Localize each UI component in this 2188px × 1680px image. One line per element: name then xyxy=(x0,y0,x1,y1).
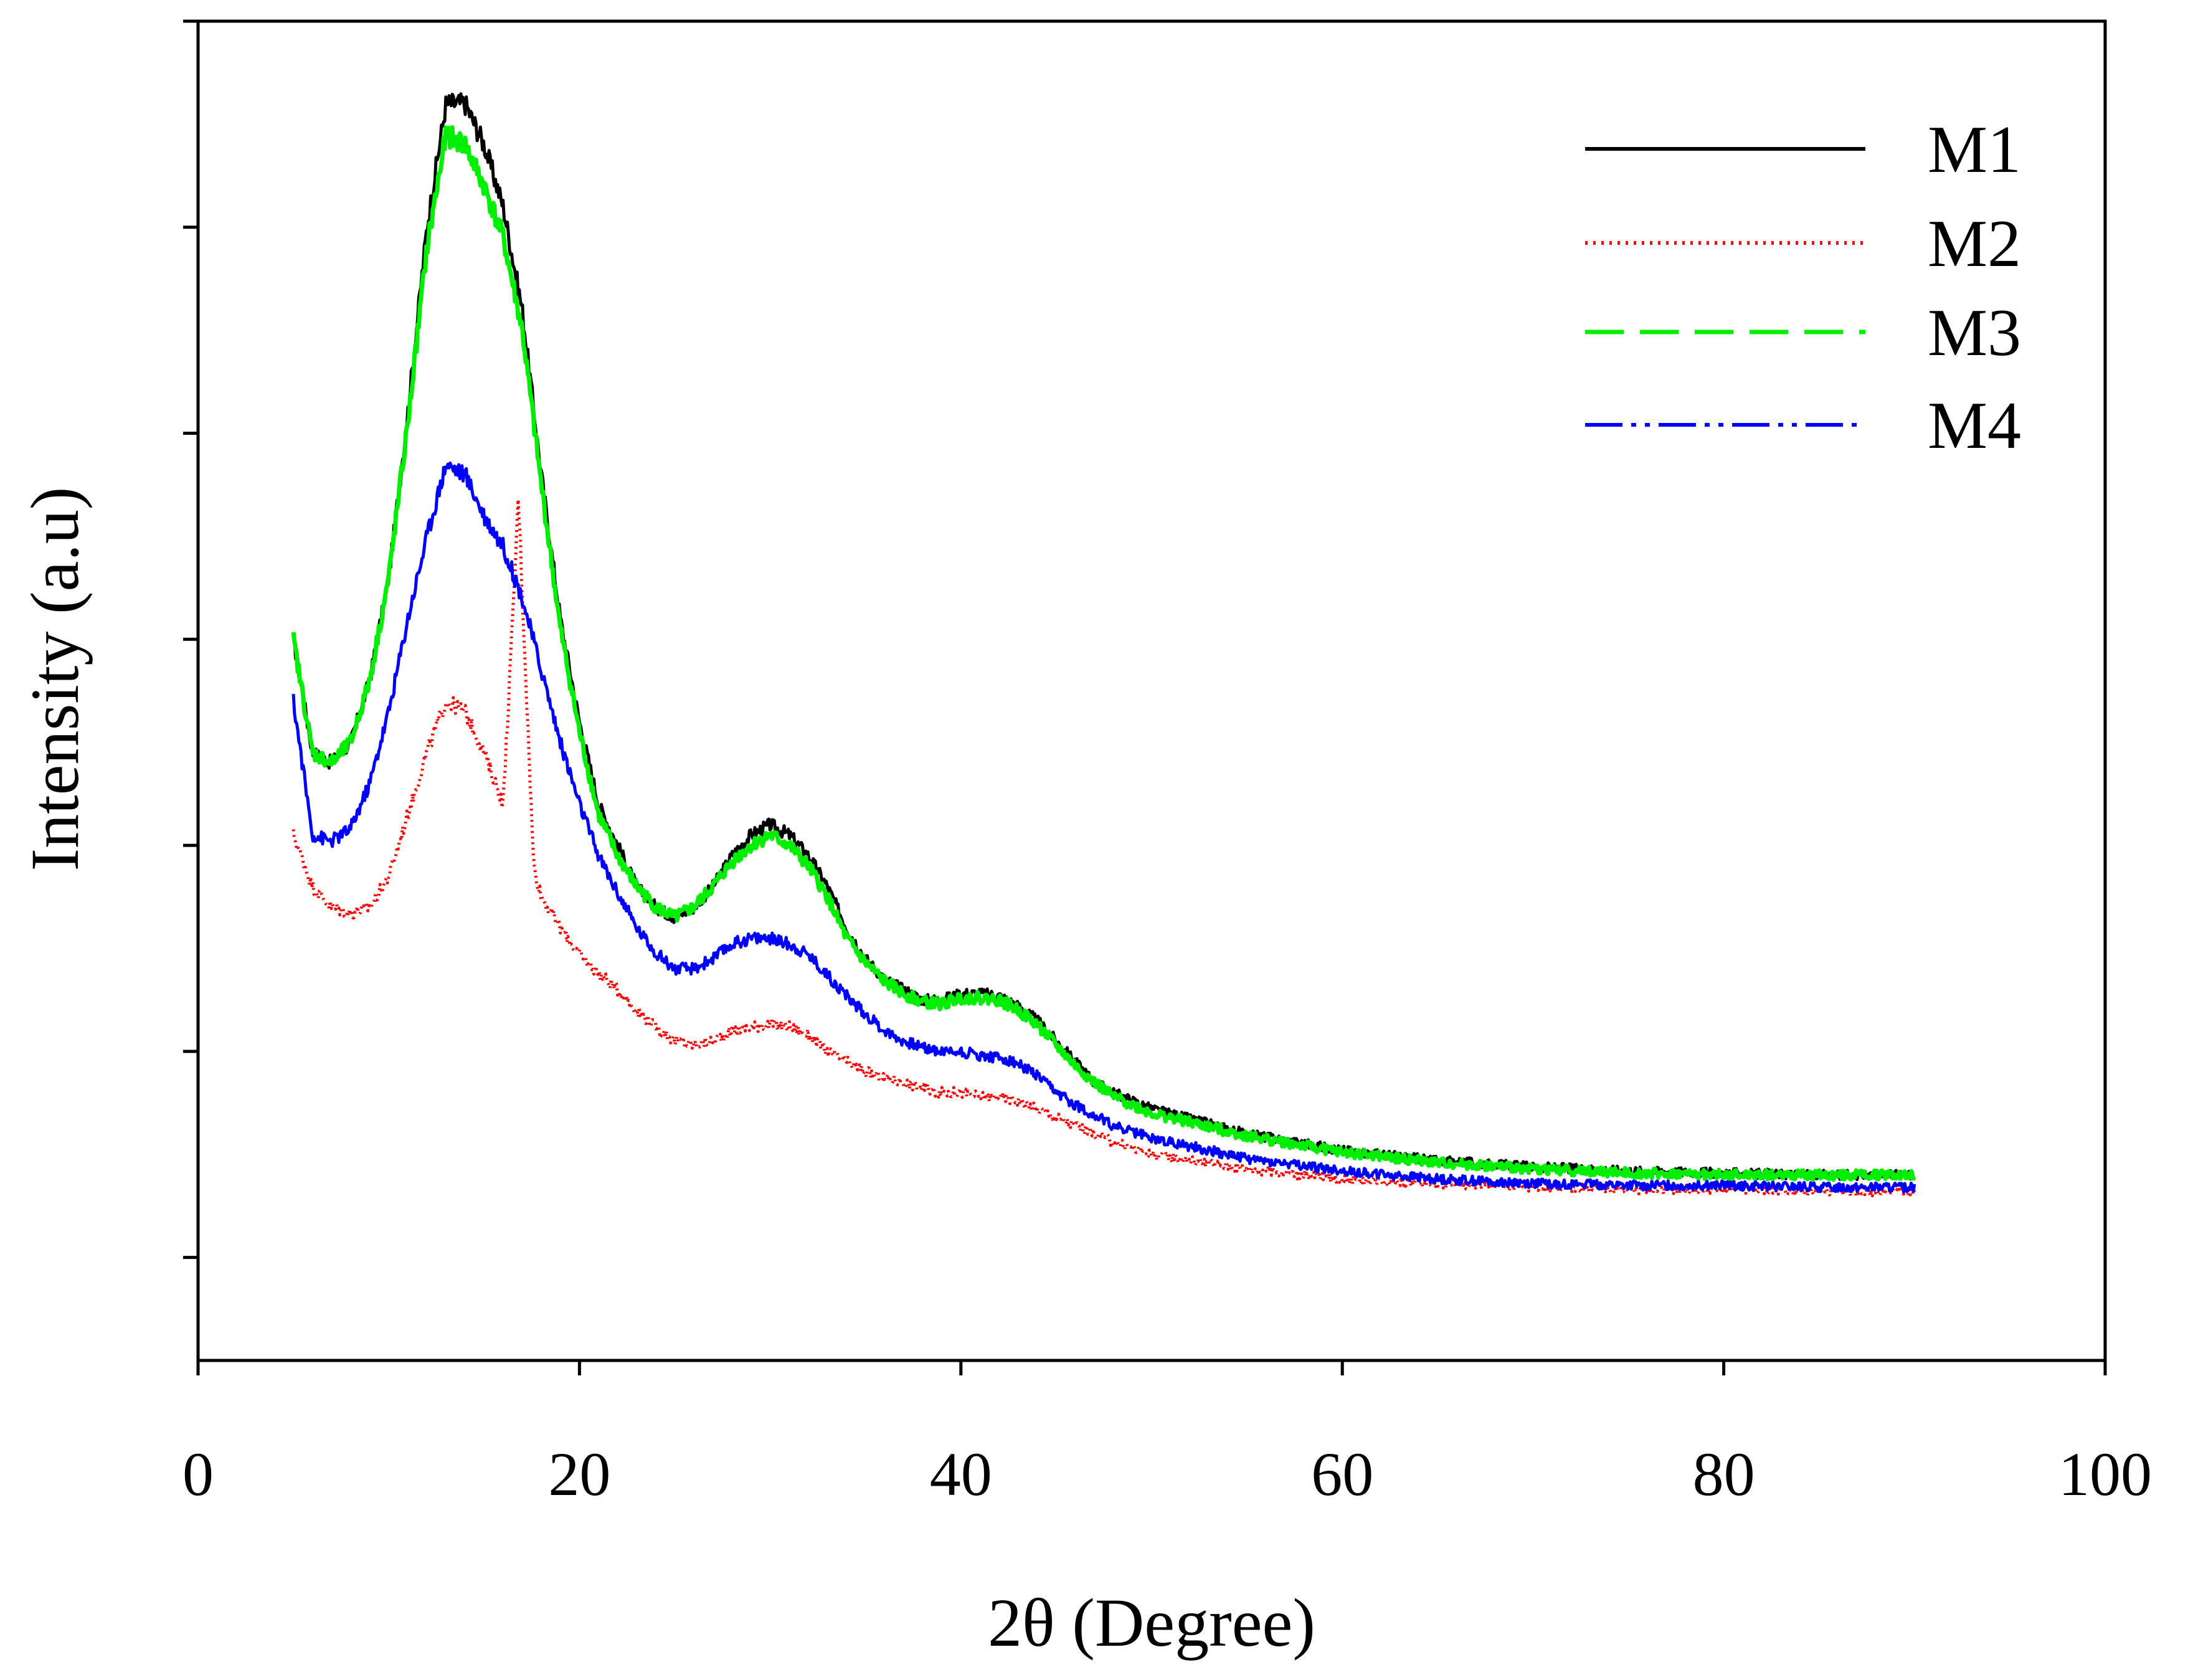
x-tick-label-0: 0 xyxy=(182,1440,214,1509)
x-tick-label-4: 80 xyxy=(1693,1440,1755,1509)
plot-frame xyxy=(196,19,2107,1362)
x-tick-label-1: 20 xyxy=(548,1440,610,1509)
legend: M1 M2 M3 M4 xyxy=(1585,113,2021,463)
x-axis-ticks: 0 20 40 60 80 100 xyxy=(182,1360,2152,1509)
y-axis-title: Intensity (a.u) xyxy=(17,486,93,871)
legend-label-m2: M2 xyxy=(1928,207,2021,281)
x-tick-label-3: 60 xyxy=(1311,1440,1373,1509)
x-tick-label-5: 100 xyxy=(2058,1440,2152,1509)
series-line-m1 xyxy=(291,92,1916,1182)
series-layer xyxy=(291,92,1916,1198)
legend-label-m3: M3 xyxy=(1928,296,2021,370)
series-line-m4 xyxy=(291,461,1916,1194)
x-axis-title: 2θ (Degree) xyxy=(988,1585,1315,1661)
series-line-m2 xyxy=(291,498,1916,1198)
x-tick-label-2: 40 xyxy=(930,1440,992,1509)
legend-label-m1: M1 xyxy=(1928,113,2021,187)
y-axis-ticks xyxy=(183,19,198,1260)
series-line-m3 xyxy=(291,125,1916,1182)
legend-label-m4: M4 xyxy=(1928,389,2021,463)
